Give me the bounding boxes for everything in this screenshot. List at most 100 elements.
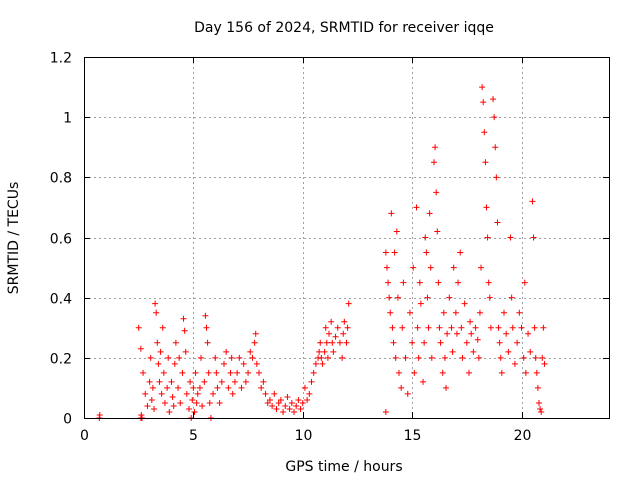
data-point <box>137 345 144 352</box>
y-axis-label: SRMTID / TECUs <box>6 182 22 295</box>
data-point <box>484 234 491 241</box>
data-point <box>344 324 351 331</box>
data-point <box>328 318 335 325</box>
data-point <box>216 399 223 406</box>
data-point <box>533 369 540 376</box>
data-point <box>168 378 175 385</box>
data-point <box>498 369 505 376</box>
data-point <box>387 309 394 316</box>
data-point <box>511 360 518 367</box>
data-point <box>192 369 199 376</box>
data-point <box>180 315 187 322</box>
data-point <box>539 354 546 361</box>
data-point <box>138 411 145 418</box>
data-point <box>383 264 390 271</box>
data-point <box>147 354 154 361</box>
x-tick-label: 15 <box>404 428 422 444</box>
data-point <box>177 399 184 406</box>
data-point <box>452 309 459 316</box>
data-point <box>433 189 440 196</box>
data-point <box>538 408 545 415</box>
data-point <box>422 234 429 241</box>
data-point <box>247 348 254 355</box>
data-point <box>236 354 243 361</box>
data-point <box>203 324 210 331</box>
data-point <box>428 354 435 361</box>
data-point <box>531 324 538 331</box>
data-point <box>340 330 347 337</box>
data-point <box>183 390 190 397</box>
data-point <box>229 390 236 397</box>
y-tick-label: 0 <box>63 412 72 428</box>
chart-title: Day 156 of 2024, SRMTID for receiver iqq… <box>194 20 494 36</box>
y-tick-label: 0.2 <box>50 352 72 368</box>
data-point <box>398 384 405 391</box>
data-point <box>299 399 306 406</box>
data-point <box>306 390 313 397</box>
data-point <box>284 393 291 400</box>
data-point <box>485 279 492 286</box>
data-point <box>453 330 460 337</box>
x-tick-label: 0 <box>80 428 89 444</box>
data-point <box>440 309 447 316</box>
data-point <box>424 294 431 301</box>
data-point <box>382 408 389 415</box>
data-point <box>431 159 437 166</box>
data-point <box>158 390 165 397</box>
data-points <box>96 84 548 421</box>
data-point <box>182 348 189 355</box>
data-point <box>482 159 489 166</box>
data-point <box>271 390 278 397</box>
data-point <box>416 279 423 286</box>
data-point <box>446 294 453 301</box>
data-point <box>479 84 486 91</box>
data-point <box>461 300 468 307</box>
data-point <box>505 348 512 355</box>
data-point <box>324 354 331 361</box>
data-point <box>443 384 450 391</box>
data-point <box>205 369 212 376</box>
data-point <box>520 354 527 361</box>
data-point <box>457 249 464 256</box>
data-point <box>323 339 330 346</box>
data-point <box>329 339 336 346</box>
data-point <box>240 360 247 367</box>
data-point <box>434 228 441 235</box>
x-tick-label: 5 <box>189 428 198 444</box>
data-point <box>166 408 173 415</box>
data-point <box>475 354 482 361</box>
data-point <box>190 384 197 391</box>
data-point <box>491 114 498 121</box>
data-point <box>334 324 341 331</box>
data-point <box>228 354 235 361</box>
data-point <box>316 348 323 355</box>
data-point <box>391 249 398 256</box>
data-point <box>199 402 206 409</box>
data-point <box>175 384 182 391</box>
data-point <box>273 405 280 412</box>
data-point <box>448 324 455 331</box>
data-point <box>458 324 465 331</box>
data-point <box>518 324 525 331</box>
data-point <box>210 390 217 397</box>
data-point <box>321 348 328 355</box>
data-point <box>153 309 160 316</box>
data-point <box>172 339 179 346</box>
data-point <box>187 378 194 385</box>
data-point <box>157 348 164 355</box>
data-point <box>450 264 457 271</box>
data-point <box>495 324 502 331</box>
data-point <box>288 399 295 406</box>
data-point <box>532 354 539 361</box>
data-point <box>269 402 276 409</box>
data-point <box>496 339 503 346</box>
data-point <box>492 144 499 151</box>
data-point <box>487 324 494 331</box>
data-point <box>497 354 504 361</box>
data-point <box>406 309 413 316</box>
data-point <box>537 405 544 412</box>
data-point <box>467 318 474 325</box>
data-point <box>155 360 162 367</box>
data-point <box>388 210 395 217</box>
data-point <box>204 339 211 346</box>
